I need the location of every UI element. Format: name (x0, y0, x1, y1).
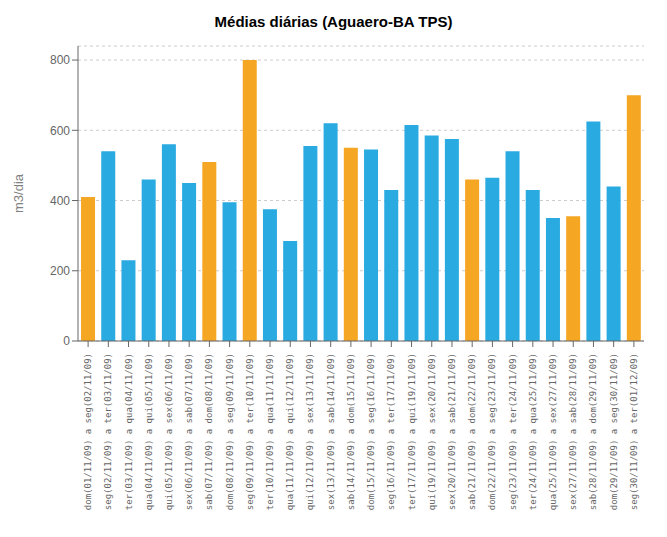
svg-text:200: 200 (50, 264, 70, 278)
svg-text:ter(03/11/09) a qua(04/11/09): ter(03/11/09) a qua(04/11/09) (124, 353, 134, 510)
svg-text:sab(07/11/09) a dom(08/11/09): sab(07/11/09) a dom(08/11/09) (204, 353, 214, 510)
svg-text:800: 800 (50, 53, 70, 67)
svg-text:seg(23/11/09) a ter(24/11/09): seg(23/11/09) a ter(24/11/09) (508, 353, 518, 510)
svg-text:dom(22/11/09) a seg(23/11/09): dom(22/11/09) a seg(23/11/09) (487, 353, 497, 510)
svg-text:sab(28/11/09) a dom(29/11/09): sab(28/11/09) a dom(29/11/09) (588, 353, 598, 510)
svg-text:400: 400 (50, 194, 70, 208)
svg-text:ter(17/11/09) a qui(19/11/09): ter(17/11/09) a qui(19/11/09) (407, 353, 417, 510)
svg-text:seg(16/11/09) a ter(17/11/09): seg(16/11/09) a ter(17/11/09) (386, 353, 396, 510)
svg-text:sex(13/11/09) a sab(14/11/09): sex(13/11/09) a sab(14/11/09) (326, 353, 336, 510)
svg-text:dom(08/11/09) a seg(09/11/09): dom(08/11/09) a seg(09/11/09) (225, 353, 235, 510)
svg-text:sex(20/11/09) a sab(21/11/09): sex(20/11/09) a sab(21/11/09) (447, 353, 457, 510)
svg-text:qua(25/11/09) a sex(27/11/09): qua(25/11/09) a sex(27/11/09) (548, 353, 558, 510)
svg-text:sab(14/11/09) a dom(15/11/09): sab(14/11/09) a dom(15/11/09) (346, 353, 356, 510)
svg-text:dom(01/11/09) a seg(02/11/09): dom(01/11/09) a seg(02/11/09) (83, 353, 93, 510)
svg-text:seg(02/11/09) a ter(03/11/09): seg(02/11/09) a ter(03/11/09) (103, 353, 113, 510)
svg-text:600: 600 (50, 124, 70, 138)
svg-text:qua(11/11/09) a qui(12/11/09): qua(11/11/09) a qui(12/11/09) (285, 353, 295, 510)
svg-text:sex(06/11/09) a sab(07/11/09): sex(06/11/09) a sab(07/11/09) (184, 353, 194, 510)
html-text:Médias diárias (Aguaero-BA TPS: Médias diárias (Aguaero-BA TPS) (214, 13, 453, 30)
svg-text:qua(04/11/09) a qui(05/11/09): qua(04/11/09) a qui(05/11/09) (144, 353, 154, 510)
svg-text:qui(12/11/09) a sex(13/11/09): qui(12/11/09) a sex(13/11/09) (305, 353, 315, 510)
svg-text:qui(19/11/09) a sex(20/11/09): qui(19/11/09) a sex(20/11/09) (427, 353, 437, 510)
svg-text:dom(15/11/09) a seg(16/11/09): dom(15/11/09) a seg(16/11/09) (366, 353, 376, 510)
svg-text:dom(29/11/09) a seg(30/11/09): dom(29/11/09) a seg(30/11/09) (609, 353, 619, 510)
svg-text:ter(10/11/09) a qua(11/11/09): ter(10/11/09) a qua(11/11/09) (265, 353, 275, 510)
svg-text:m3/dia: m3/dia (11, 173, 26, 213)
svg-text:ter(24/11/09) a qua(25/11/09): ter(24/11/09) a qua(25/11/09) (528, 353, 538, 510)
svg-text:sab(21/11/09) a dom(22/11/09): sab(21/11/09) a dom(22/11/09) (467, 353, 477, 510)
svg-text:seg(09/11/09) a ter(10/11/09): seg(09/11/09) a ter(10/11/09) (245, 353, 255, 510)
svg-text:0: 0 (63, 334, 70, 348)
svg-text:sex(27/11/09) a sab(28/11/09): sex(27/11/09) a sab(28/11/09) (568, 353, 578, 510)
svg-text:seg(30/11/09) a ter(01/12/09): seg(30/11/09) a ter(01/12/09) (629, 353, 639, 510)
svg-text:qui(05/11/09) a sex(06/11/09): qui(05/11/09) a sex(06/11/09) (164, 353, 174, 510)
